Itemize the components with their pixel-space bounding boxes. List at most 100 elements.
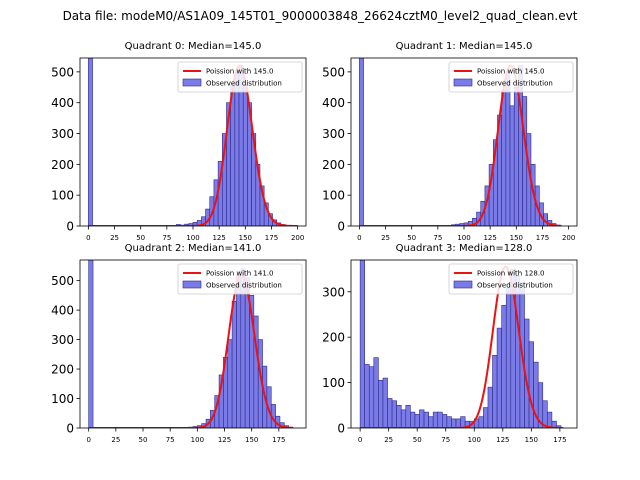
histogram-bar [359, 260, 365, 428]
x-tick-label: 175 [553, 436, 566, 444]
histogram-bar [509, 105, 515, 226]
histogram-bar [400, 409, 407, 428]
histogram-bar [528, 341, 534, 428]
y-tick-label: 200 [51, 363, 74, 377]
y-tick-label: 200 [51, 158, 74, 172]
legend-label-observed: Observed distribution [477, 282, 553, 290]
histogram-bar [513, 86, 519, 226]
histogram-bar [227, 339, 233, 428]
x-tick-label: 25 [111, 436, 120, 444]
legend-bar-swatch [453, 78, 473, 87]
y-tick-label: 300 [51, 127, 74, 141]
axes-frame [79, 259, 307, 429]
y-tick-label: 100 [51, 392, 74, 406]
y-tick-label: 400 [51, 96, 74, 110]
legend-bar-swatch [453, 280, 473, 289]
quadrant-2-panel: 0 25 50 75 100 125 150 175 0 100 200 300 400 500 Quadr… [51, 243, 307, 444]
histogram-bar [437, 411, 443, 428]
x-tick-label: 25 [110, 234, 119, 242]
histogram-bar [492, 355, 498, 428]
quadrant-3-panel: 0 25 50 75 100 125 150 175 0 100 200 300 Quadrant 3:… [322, 243, 578, 444]
histogram-bar [231, 300, 237, 428]
histogram-bar [515, 275, 521, 428]
histogram-bar [487, 386, 493, 428]
figure-title: Data file: modeM0/AS1A09_145T01_90000038… [63, 9, 578, 23]
x-tick-label: 0 [86, 436, 90, 444]
y-tick-label: 0 [66, 422, 74, 436]
x-tick-label: 175 [265, 234, 278, 242]
legend: Poission with 128.0 Observed distribution [448, 263, 574, 295]
histogram-bar [387, 398, 393, 428]
legend-label-observed: Observed distribution [206, 282, 282, 290]
histogram-bar [432, 411, 439, 428]
panel-title: Quadrant 3: Median=128.0 [396, 243, 533, 254]
x-tick-label: 175 [272, 436, 285, 444]
x-tick-label: 150 [510, 234, 523, 242]
y-tick-label: 400 [51, 304, 74, 318]
x-tick-label: 75 [441, 436, 450, 444]
x-tick-label: 50 [139, 436, 148, 444]
legend-bar-swatch [182, 280, 202, 289]
histogram-bar [382, 377, 388, 428]
panel-title: Quadrant 0: Median=145.0 [125, 41, 262, 52]
histogram-bar [442, 414, 448, 428]
histogram-bar [88, 260, 94, 428]
histogram-bar [478, 416, 484, 428]
histogram-bar [410, 411, 416, 428]
histogram-bar [428, 416, 434, 428]
histogram-bar [522, 96, 528, 226]
histogram-bar [391, 400, 397, 428]
legend-label-poisson: Poission with 141.0 [206, 270, 274, 278]
histogram-bar [419, 409, 425, 428]
y-tick-label: 0 [337, 422, 345, 436]
legend: Poission with 141.0 Observed distribution [177, 263, 303, 295]
legend-box [448, 61, 574, 93]
y-tick-label: 300 [51, 333, 74, 347]
histogram-bar [505, 74, 511, 226]
x-tick-label: 150 [239, 234, 252, 242]
histogram-bar [236, 274, 242, 428]
x-tick-label: 25 [381, 234, 390, 242]
x-tick-label: 100 [457, 234, 470, 242]
histogram-bar [396, 404, 402, 428]
y-tick-label: 500 [322, 65, 345, 79]
histogram-bar [455, 418, 461, 428]
x-tick-label: 100 [191, 436, 204, 444]
x-tick-label: 125 [496, 436, 509, 444]
histogram-bar [501, 90, 507, 226]
x-tick-label: 50 [407, 234, 416, 242]
histogram-bar [88, 58, 93, 226]
y-tick-label: 0 [337, 220, 345, 234]
y-tick-label: 300 [322, 285, 345, 299]
histogram-bar [364, 364, 370, 428]
histogram-bar [505, 286, 512, 428]
legend-label-observed: Observed distribution [477, 80, 553, 88]
y-tick-label: 500 [51, 274, 74, 288]
x-tick-label: 50 [413, 436, 422, 444]
legend-label-poisson: Poission with 128.0 [477, 270, 545, 278]
histogram-bar [501, 305, 507, 428]
x-tick-label: 0 [357, 234, 361, 242]
legend: Poission with 145.0 Observed distribution [177, 61, 303, 93]
x-tick-label: 150 [525, 436, 538, 444]
legend-label-poisson: Poission with 145.0 [206, 68, 274, 76]
histogram-bar [378, 380, 384, 428]
y-tick-label: 100 [51, 189, 74, 203]
histogram-bar [242, 83, 248, 226]
y-tick-label: 300 [322, 127, 345, 141]
x-tick-label: 75 [162, 234, 171, 242]
x-tick-label: 150 [245, 436, 258, 444]
histogram-bar [496, 327, 502, 428]
quadrant-0-panel: 0 25 50 75 100 125 150 175 200 0 100 200 300 400 500 Qu… [51, 41, 307, 242]
legend-label-observed: Observed distribution [206, 80, 282, 88]
x-tick-label: 125 [483, 234, 496, 242]
histogram-bar [547, 411, 553, 428]
y-tick-label: 0 [66, 220, 74, 234]
histogram-bar [405, 404, 411, 428]
x-tick-label: 75 [433, 234, 442, 242]
x-tick-label: 175 [536, 234, 549, 242]
histogram-bar [359, 58, 364, 226]
histogram-bar [423, 411, 429, 428]
legend-label-poisson: Poission with 145.0 [477, 68, 545, 76]
